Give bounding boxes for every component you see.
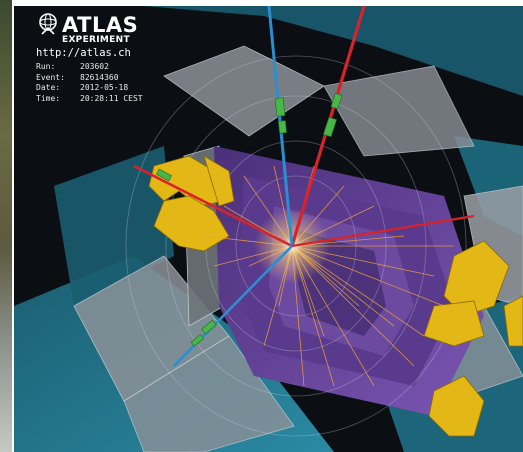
atlas-logo-icon (39, 13, 57, 35)
time-value: 20:28:11 CEST (80, 93, 143, 103)
logo-title: ATLAS (62, 13, 139, 37)
calorimeter-barrel (214, 146, 484, 416)
detector-graphic (14, 6, 523, 452)
endcap-calorimeter (148, 155, 523, 437)
event-label: Event: (36, 72, 65, 82)
date-label: Date: (36, 83, 61, 92)
date-row: Date: 2012-05-18 (36, 83, 143, 94)
run-row: Run: 203602 (36, 62, 143, 73)
date-value: 2012-05-18 (80, 83, 129, 92)
event-row: Event: 82614360 (36, 73, 143, 84)
background-photo-edge (0, 0, 12, 452)
time-row: Time: 20:28:11 CEST (36, 94, 143, 105)
event-value: 82614360 (80, 72, 119, 82)
time-label: Time: (36, 93, 61, 103)
logo-subtitle: EXPERIMENT (62, 35, 130, 45)
atlas-event-display: ATLAS EXPERIMENT http://atlas.ch Run: 20… (14, 6, 523, 452)
logo-url: http://atlas.ch (36, 47, 131, 59)
run-value: 203602 (80, 62, 109, 71)
run-label: Run: (36, 62, 56, 71)
muon-hits (156, 93, 343, 347)
event-info: Run: 203602 Event: 82614360 Date: 2012-0… (36, 62, 143, 104)
atlas-logo-panel: ATLAS EXPERIMENT http://atlas.ch Run: 20… (36, 12, 176, 112)
